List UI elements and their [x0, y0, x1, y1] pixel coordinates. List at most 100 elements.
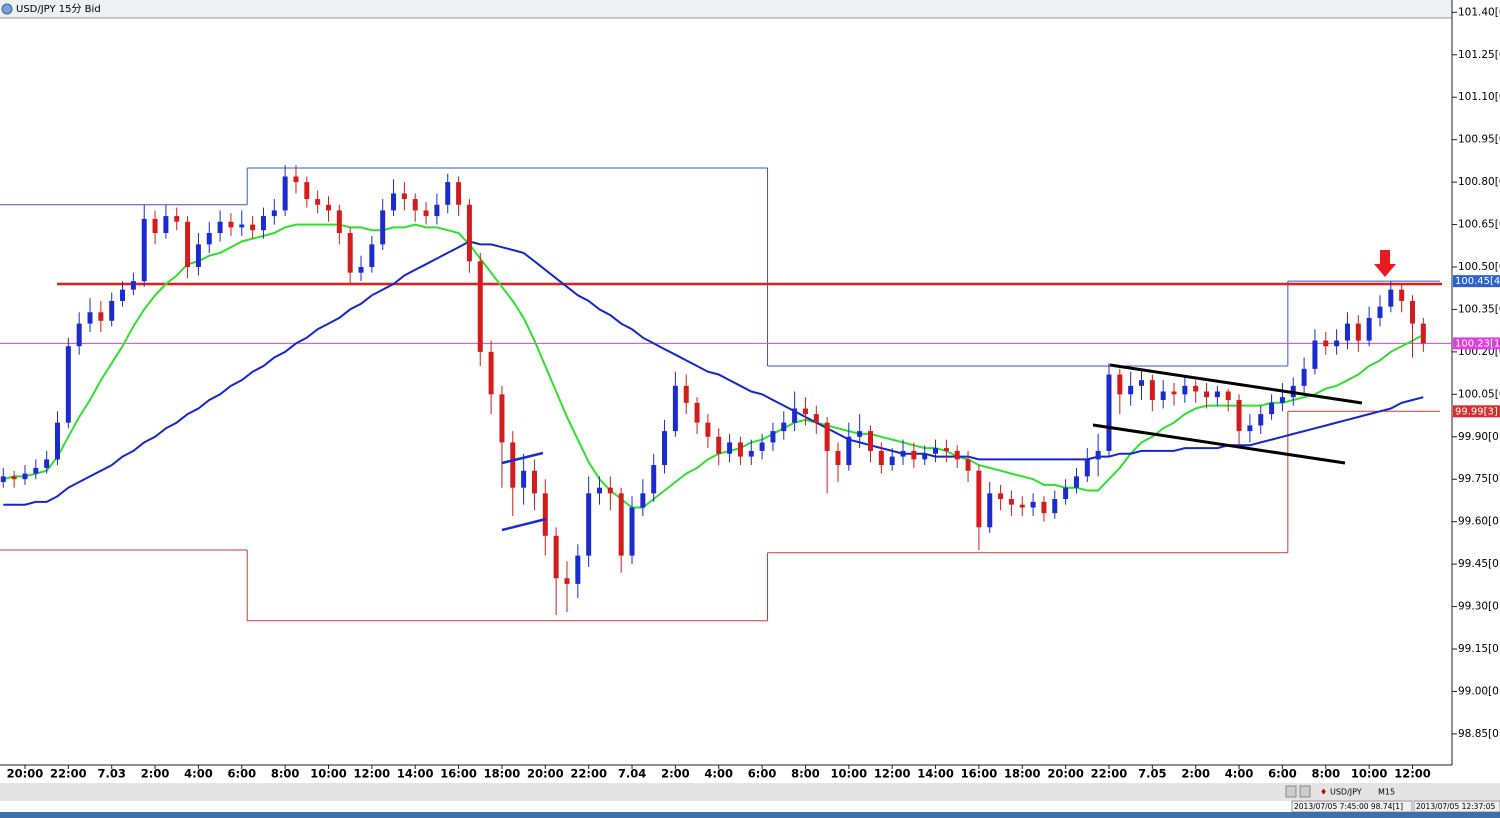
candle-body — [456, 182, 462, 205]
candle-body — [597, 487, 602, 494]
candle-body — [1030, 501, 1036, 508]
candle-body — [65, 346, 71, 423]
candle-body — [802, 408, 808, 415]
candle-body — [1149, 380, 1155, 400]
window-icon — [1, 3, 13, 15]
candle-body — [1399, 289, 1405, 301]
candle-body — [586, 493, 592, 556]
candle-body — [1052, 499, 1058, 514]
x-tick-label: 22:00 — [570, 767, 607, 781]
candle-body — [553, 535, 559, 579]
cursor-info: 2013/07/05 7:45:00 98.74[1] — [1294, 802, 1403, 811]
candle-body — [260, 216, 266, 231]
candle-body — [87, 312, 93, 324]
candle-body — [98, 312, 104, 321]
candle-body — [163, 216, 169, 234]
candle-body — [1041, 501, 1047, 514]
x-tick-label: 10:00 — [310, 767, 347, 781]
candle-body — [683, 385, 689, 403]
candle-body — [55, 422, 60, 460]
candle-body — [1355, 323, 1361, 341]
price-label-box — [1453, 405, 1500, 418]
candle-body — [510, 442, 516, 488]
price-label-box — [1453, 275, 1500, 288]
window-title: USD/JPY 15分 Bid — [16, 3, 101, 15]
x-tick-label: 6:00 — [748, 767, 777, 781]
candle-body — [130, 281, 136, 290]
candle-body — [1377, 306, 1383, 318]
candle-body — [1410, 300, 1415, 324]
candle-body — [716, 436, 722, 454]
candle-body — [889, 456, 895, 466]
y-tick-label: 99.00[0] — [1458, 685, 1500, 697]
moving-average — [3, 223, 1424, 509]
candle-body — [1095, 450, 1101, 460]
candle-body — [900, 450, 906, 457]
x-tick-label: 10:00 — [1351, 767, 1388, 781]
candle-body — [228, 221, 234, 228]
candle-body — [1106, 374, 1112, 451]
x-tick-label: 12:00 — [1394, 767, 1431, 781]
candle-body — [727, 442, 733, 454]
y-tick-label: 99.75[0] — [1458, 473, 1500, 485]
y-tick-label: 100.05[0] — [1458, 388, 1500, 400]
candle-body — [651, 465, 657, 494]
x-tick-label: 18:00 — [484, 767, 521, 781]
candle-body — [11, 476, 17, 480]
y-tick-label: 99.60[0] — [1458, 516, 1500, 528]
candle-body — [293, 176, 299, 183]
scroll-button[interactable] — [1285, 785, 1297, 798]
candle-body — [954, 450, 960, 460]
candle-body — [1258, 414, 1264, 426]
candle-body — [44, 459, 50, 468]
candle-body — [857, 431, 863, 437]
candle-body — [846, 436, 852, 466]
x-tick-label: 16:00 — [961, 767, 998, 781]
timeframe-selector[interactable]: M15 — [1378, 788, 1395, 797]
candle-body — [1117, 374, 1123, 395]
candle-body — [282, 176, 288, 211]
candle-body — [662, 431, 668, 466]
x-tick-label: 22:00 — [1091, 767, 1128, 781]
candle-body — [109, 300, 115, 321]
x-tick-label: 6:00 — [1268, 767, 1297, 781]
price-label: 99.99[3] — [1455, 406, 1498, 417]
candle-body — [434, 204, 440, 217]
candle-body — [1084, 459, 1090, 477]
x-tick-label: 12:00 — [874, 767, 911, 781]
y-tick-label: 100.65[0] — [1458, 219, 1500, 231]
drawings — [501, 250, 1396, 532]
x-tick-label: 12:00 — [354, 767, 391, 781]
candle-body — [499, 394, 505, 443]
x-tick-label: 16:00 — [440, 767, 477, 781]
candle-body — [748, 450, 754, 457]
candle-body — [1247, 425, 1253, 432]
price-axis — [1452, 0, 1500, 765]
candle-body — [629, 507, 635, 556]
candle-body — [22, 473, 28, 480]
scroll-button[interactable] — [1299, 785, 1311, 798]
channel-line — [1109, 363, 1363, 405]
candle-body — [672, 385, 678, 432]
candle-body — [152, 218, 158, 234]
x-tick-label: 14:00 — [397, 767, 434, 781]
x-tick-label: 2:00 — [141, 767, 170, 781]
y-tick-label: 100.50[0] — [1458, 261, 1500, 273]
candle-body — [1344, 323, 1350, 341]
symbol-selector[interactable]: USD/JPY — [1330, 788, 1362, 797]
candle-body — [466, 204, 472, 262]
candle-body — [770, 431, 776, 443]
candle-body — [477, 261, 483, 352]
candle-body — [1269, 402, 1275, 415]
y-tick-label: 100.80[0] — [1458, 176, 1500, 188]
candle-body — [120, 289, 126, 301]
candle-body — [1279, 397, 1285, 403]
candle-body — [1420, 323, 1426, 344]
channel-line — [1092, 423, 1346, 465]
candle-body — [998, 493, 1004, 500]
x-tick-label: 4:00 — [184, 767, 213, 781]
candle-body — [531, 470, 537, 494]
candle-body — [1236, 399, 1242, 432]
trendline — [501, 517, 547, 532]
